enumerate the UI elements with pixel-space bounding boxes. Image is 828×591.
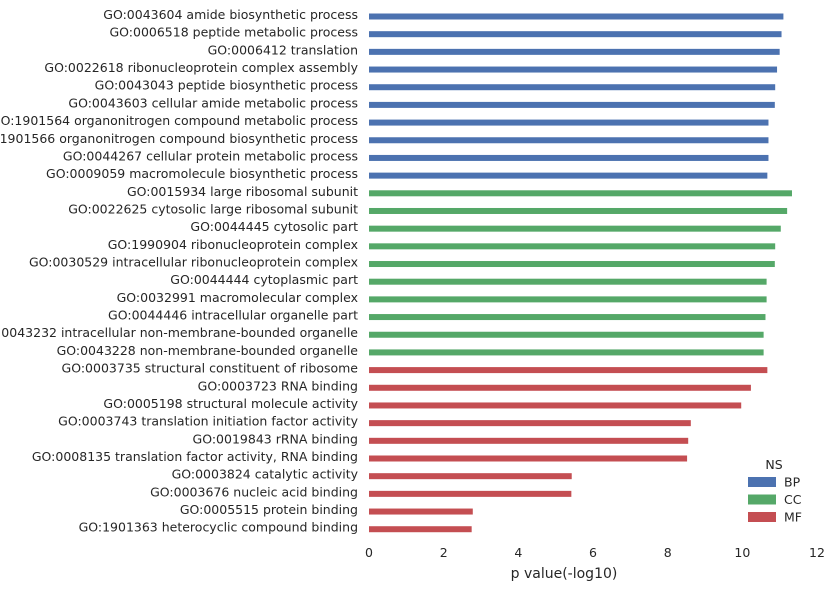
category-label: GO:0003824 catalytic activity bbox=[172, 467, 359, 482]
x-axis-title: p value(-log10) bbox=[511, 566, 618, 582]
category-label: GO:0022625 cytosolic large ribosomal sub… bbox=[68, 201, 358, 216]
bar-cc bbox=[369, 261, 775, 268]
category-label: GO:1901566 organonitrogen compound biosy… bbox=[0, 131, 358, 146]
bar-bp bbox=[369, 172, 768, 179]
bar-bp bbox=[369, 101, 775, 108]
category-label: GO:0008135 translation factor activity, … bbox=[32, 449, 358, 464]
bar-cc bbox=[369, 314, 766, 321]
bar-mf bbox=[369, 420, 691, 427]
bars-layer bbox=[369, 13, 792, 533]
legend-swatch-cc bbox=[748, 494, 776, 505]
category-label: GO:0005198 structural molecule activity bbox=[103, 396, 358, 411]
category-label: GO:0009059 macromolecule biosynthetic pr… bbox=[46, 166, 358, 181]
legend-title: NS bbox=[765, 457, 782, 472]
category-label: GO:0003743 translation initiation factor… bbox=[58, 414, 358, 429]
x-tick-label: 6 bbox=[589, 545, 597, 560]
bar-mf bbox=[369, 473, 572, 480]
bar-bp bbox=[369, 66, 778, 73]
category-label: GO:1901363 heterocyclic compound binding bbox=[79, 520, 358, 535]
x-tick-label: 0 bbox=[365, 545, 373, 560]
category-label: GO:0043603 cellular amide metabolic proc… bbox=[68, 95, 358, 110]
x-axis-ticks: 0 2 4 6 8 10 12 bbox=[365, 545, 825, 560]
bar-bp bbox=[369, 84, 776, 91]
bar-cc bbox=[369, 349, 764, 356]
bar-cc bbox=[369, 296, 767, 303]
bar-mf bbox=[369, 490, 572, 497]
bar-bp bbox=[369, 119, 769, 126]
category-label: GO:0032991 macromolecular complex bbox=[117, 290, 358, 305]
bar-cc bbox=[369, 207, 788, 214]
bar-cc bbox=[369, 190, 792, 197]
category-label: GO:0019843 rRNA binding bbox=[193, 431, 358, 446]
category-label: GO:0044446 intracellular organelle part bbox=[108, 308, 358, 323]
category-label: GO:0030529 intracellular ribonucleoprote… bbox=[29, 255, 358, 270]
category-label: GO:0005515 protein binding bbox=[180, 502, 358, 517]
x-tick-label: 10 bbox=[734, 545, 750, 560]
legend: NS BP CC MF bbox=[748, 457, 802, 525]
bar-cc bbox=[369, 278, 767, 285]
category-label: GO:0043228 non-membrane-bounded organell… bbox=[57, 343, 359, 358]
bar-bp bbox=[369, 31, 782, 38]
bar-cc bbox=[369, 225, 781, 232]
bar-mf bbox=[369, 526, 472, 533]
legend-label-cc: CC bbox=[784, 492, 802, 507]
bar-mf bbox=[369, 402, 742, 409]
category-label: GO:0006412 translation bbox=[208, 42, 358, 57]
bar-bp bbox=[369, 48, 780, 55]
bar-mf bbox=[369, 437, 689, 444]
bar-mf bbox=[369, 508, 473, 515]
category-label: GO:0044444 cytoplasmic part bbox=[170, 272, 358, 287]
bar-cc bbox=[369, 243, 776, 250]
bar-bp bbox=[369, 13, 784, 20]
bar-bp bbox=[369, 137, 769, 144]
bar-bp bbox=[369, 154, 769, 161]
category-label: GO:1901564 organonitrogen compound metab… bbox=[0, 113, 358, 128]
legend-swatch-bp bbox=[748, 477, 776, 487]
category-label: GO:0006518 peptide metabolic process bbox=[109, 25, 358, 40]
bar-mf bbox=[369, 367, 768, 374]
category-label: GO:0015934 large ribosomal subunit bbox=[127, 184, 358, 199]
x-tick-label: 4 bbox=[514, 545, 522, 560]
bar-cc bbox=[369, 331, 764, 338]
category-label: GO:0003723 RNA binding bbox=[198, 378, 358, 393]
category-label: GO:0003676 nucleic acid binding bbox=[150, 484, 358, 499]
legend-label-mf: MF bbox=[784, 510, 802, 525]
category-label: GO:0022618 ribonucleoprotein complex ass… bbox=[44, 60, 358, 75]
category-label: GO:0043043 peptide biosynthetic process bbox=[95, 78, 358, 93]
x-tick-label: 12 bbox=[809, 545, 825, 560]
category-label: GO:0043232 intracellular non-membrane-bo… bbox=[0, 325, 358, 340]
category-label: GO:0044445 cytosolic part bbox=[190, 219, 358, 234]
legend-label-bp: BP bbox=[784, 475, 801, 490]
bar-mf bbox=[369, 455, 688, 462]
category-label: GO:0003735 structural constituent of rib… bbox=[62, 361, 359, 376]
category-labels: GO:0043604 amide biosynthetic process GO:… bbox=[0, 7, 359, 535]
category-label: GO:1990904 ribonucleoprotein complex bbox=[108, 237, 358, 252]
x-tick-label: 2 bbox=[440, 545, 448, 560]
legend-swatch-mf bbox=[748, 512, 776, 522]
category-label: GO:0044267 cellular protein metabolic pr… bbox=[63, 148, 358, 163]
x-tick-label: 8 bbox=[664, 545, 672, 560]
bar-mf bbox=[369, 384, 751, 391]
category-label: GO:0043604 amide biosynthetic process bbox=[103, 7, 358, 22]
